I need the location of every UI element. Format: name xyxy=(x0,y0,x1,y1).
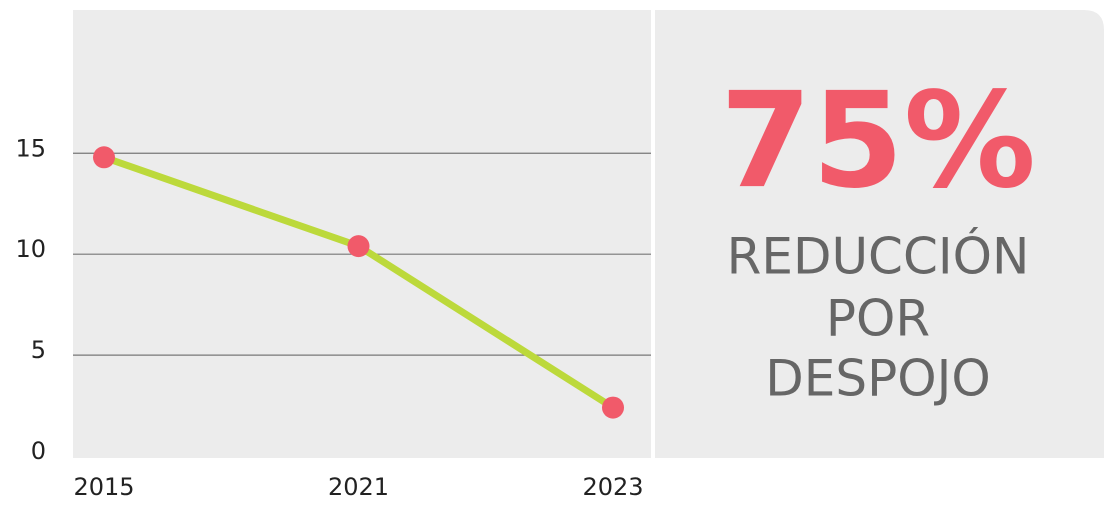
stat-value: 75% xyxy=(720,64,1036,218)
y-tick-label: 0 xyxy=(31,437,46,465)
y-tick-label: 5 xyxy=(31,336,46,364)
y-tick-label: 15 xyxy=(15,134,46,162)
stat-line: DESPOJO xyxy=(765,350,990,408)
stat-panel xyxy=(655,10,1104,458)
stat-line: REDUCCIÓN xyxy=(727,227,1030,286)
marker xyxy=(602,396,624,419)
marker xyxy=(93,146,115,169)
plot-background xyxy=(73,10,651,458)
x-tick-label: 2015 xyxy=(73,473,134,501)
stat-line: POR xyxy=(826,290,930,348)
marker xyxy=(347,235,370,258)
y-tick-label: 10 xyxy=(15,235,46,263)
x-tick-label: 2021 xyxy=(328,473,389,501)
x-tick-label: 2023 xyxy=(582,473,643,501)
